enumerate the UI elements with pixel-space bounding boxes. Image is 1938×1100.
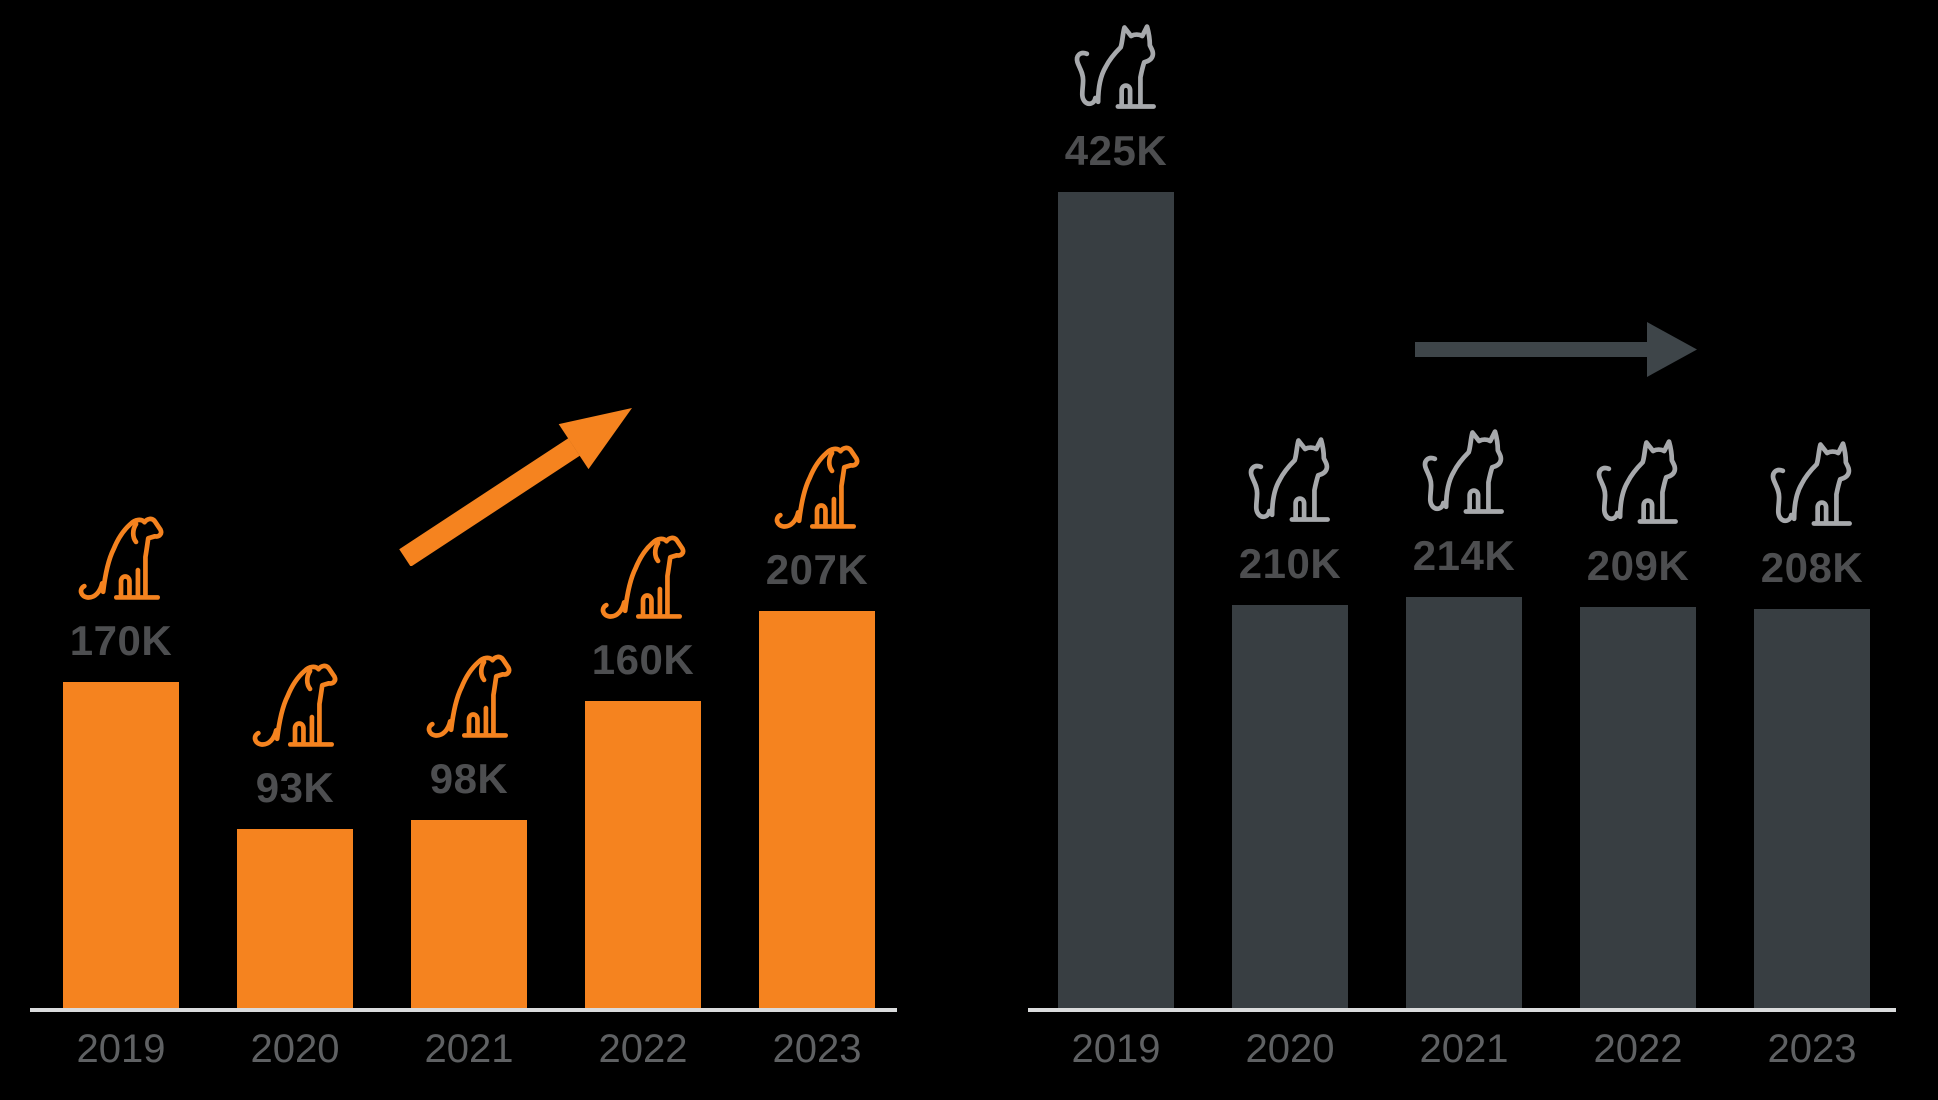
dogs-value-label-2020: 93K: [255, 764, 335, 811]
dogs-chart-baseline: [30, 1008, 897, 1012]
dogs-value-label-2019: 170K: [69, 617, 173, 664]
cats-chart-baseline: [1028, 1008, 1896, 1012]
cat-icon: [1074, 24, 1156, 109]
dogs-year-label-2020: 2020: [250, 1027, 340, 1071]
cat-icon: [1596, 439, 1678, 524]
dogs-value-label-2022: 160K: [591, 636, 695, 683]
dogs-bar-2023: [759, 611, 875, 1008]
cats-bar-2022: [1580, 607, 1696, 1008]
dogs-year-label-2022: 2022: [598, 1027, 688, 1071]
cats-year-label-2023: 2023: [1767, 1027, 1857, 1071]
cats-value-label-2019: 425K: [1064, 127, 1168, 174]
cats-value-label-2020: 210K: [1238, 540, 1342, 587]
dogs-value-label-2023: 207K: [765, 546, 869, 593]
cats-value-label-2021: 214K: [1412, 532, 1516, 579]
dogs-bar-2022: [585, 701, 701, 1008]
dog-icon: [78, 516, 164, 600]
dogs-year-label-2023: 2023: [772, 1027, 862, 1071]
cats-year-label-2019: 2019: [1071, 1027, 1161, 1071]
dogs-value-label-2021: 98K: [429, 755, 509, 802]
cats-year-label-2020: 2020: [1245, 1027, 1335, 1071]
cats-year-label-2021: 2021: [1419, 1027, 1509, 1071]
cat-icon: [1422, 429, 1504, 514]
trend-flat-arrow-icon: [1415, 322, 1697, 377]
dog-icon: [426, 654, 512, 738]
cat-icon: [1770, 441, 1852, 526]
dogs-bar-2019: [63, 682, 179, 1008]
dogs-year-label-2021: 2021: [424, 1027, 514, 1071]
dog-icon: [252, 663, 338, 747]
cats-bar-2019: [1058, 192, 1174, 1008]
cat-icon: [1248, 437, 1330, 522]
dog-icon: [600, 535, 686, 619]
cats-year-label-2022: 2022: [1593, 1027, 1683, 1071]
cats-value-label-2022: 209K: [1586, 542, 1690, 589]
dogs-year-label-2019: 2019: [76, 1027, 166, 1071]
dogs-bar-2020: [237, 829, 353, 1008]
cats-bar-2020: [1232, 605, 1348, 1008]
dog-icon: [774, 445, 860, 529]
dogs-bar-2021: [411, 820, 527, 1008]
cats-value-label-2023: 208K: [1760, 544, 1864, 591]
cats-bar-2023: [1754, 609, 1870, 1008]
trend-up-arrow-icon: [399, 408, 632, 566]
cats-bar-2021: [1406, 597, 1522, 1008]
